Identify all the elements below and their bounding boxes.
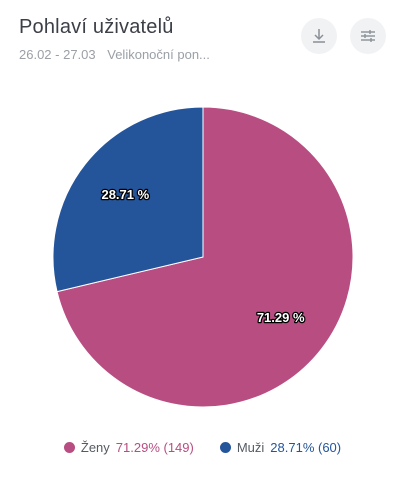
legend-label-muzi: Muži: [236, 440, 265, 455]
download-button[interactable]: [301, 18, 337, 54]
pie-chart-area: 71.29 % 28.71 %: [0, 90, 405, 430]
chart-settings-button[interactable]: [350, 18, 386, 54]
date-range: 26.02 - 27.03: [19, 47, 96, 62]
chart-title: Pohlaví uživatelů: [19, 16, 174, 38]
download-icon: [313, 29, 325, 43]
chart-legend: Ženy 71.29% (149) Muži 28.71% (60): [0, 440, 405, 455]
segment-name: Velikonoční pon...: [107, 47, 210, 62]
legend-marker-muzi: [219, 442, 231, 453]
legend-value-zeny: 71.29% (149): [115, 440, 194, 455]
legend-value-muzi: 28.71% (60): [270, 440, 342, 455]
legend-item-zeny[interactable]: Ženy 71.29% (149): [63, 440, 194, 455]
chart-subtitle: 26.02 - 27.03 Velikonoční pon...: [19, 47, 210, 62]
pie-slice-zeny[interactable]: [56, 106, 354, 408]
pie-label-zeny: 71.29 %: [257, 310, 305, 325]
legend-label-zeny: Ženy: [80, 440, 110, 455]
pie-label-muzi: 28.71 %: [101, 187, 149, 202]
sliders-icon: [361, 30, 375, 42]
legend-marker-zeny: [63, 442, 75, 453]
pie-chart: 71.29 % 28.71 %: [52, 106, 354, 408]
legend-item-muzi[interactable]: Muži 28.71% (60): [219, 440, 342, 455]
pie-slice-muzi[interactable]: [52, 106, 204, 293]
